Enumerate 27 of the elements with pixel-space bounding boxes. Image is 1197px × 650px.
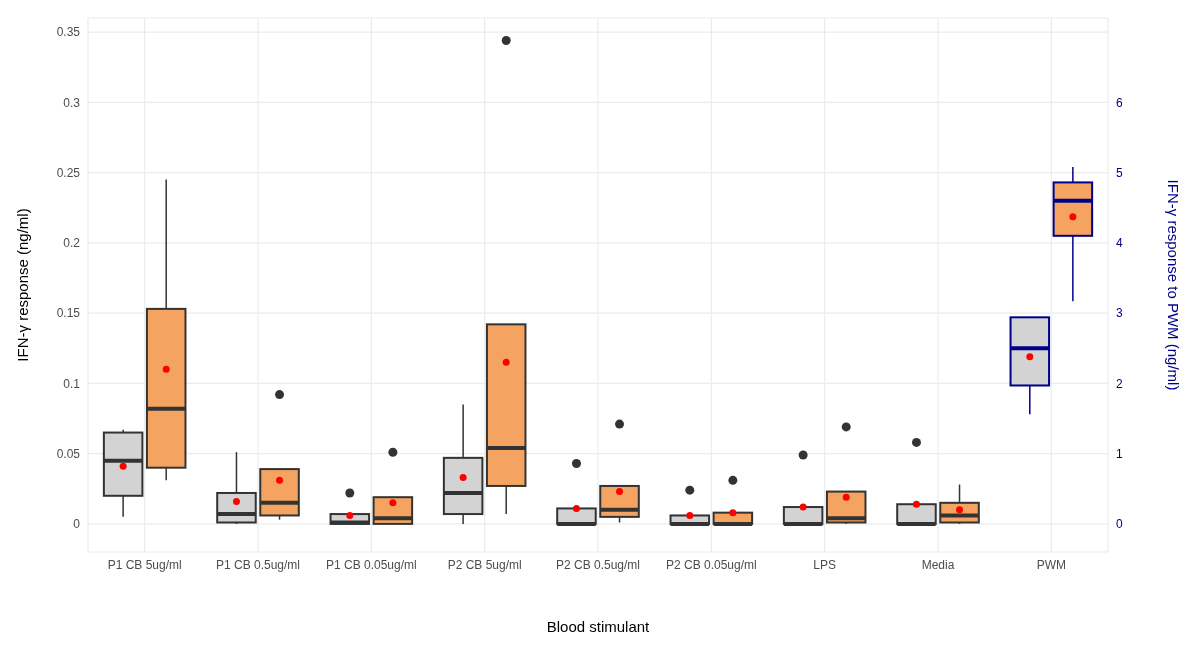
- y2-tick-label: 0: [1116, 517, 1123, 532]
- x-tick-label: P1 CB 0.05ug/ml: [325, 557, 417, 572]
- y2-tick-label: 3: [1116, 306, 1123, 321]
- y2-tick-label: 2: [1116, 376, 1123, 391]
- x-tick-label: P1 CB 5ug/ml: [107, 557, 182, 572]
- y-tick-label: 0.35: [56, 25, 81, 40]
- y-tick-label: 0.3: [63, 95, 81, 110]
- y-axis-title: IFN-γ response (ng/ml): [14, 208, 32, 362]
- y-tick-label: 0.05: [56, 446, 81, 461]
- x-tick-label: P1 CB 0.5ug/ml: [215, 557, 301, 572]
- y2-tick-label: 1: [1116, 446, 1123, 461]
- x-tick-label: Media: [921, 557, 955, 572]
- y-tick-label: 0: [73, 517, 81, 532]
- x-tick-label: P2 CB 0.05ug/ml: [665, 557, 757, 572]
- x-tick-label: P2 CB 5ug/ml: [447, 557, 522, 572]
- y2-tick-label: 5: [1116, 165, 1123, 180]
- y-tick-label: 0.25: [56, 165, 81, 180]
- x-tick-label: PWM: [1036, 557, 1066, 572]
- y-tick-label: 0.1: [63, 376, 81, 391]
- y2-tick-label: 4: [1116, 236, 1123, 251]
- y-tick-label: 0.15: [56, 306, 81, 321]
- x-tick-label: P2 CB 0.5ug/ml: [555, 557, 641, 572]
- y-tick-label: 0.2: [63, 236, 81, 251]
- x-tick-label: LPS: [813, 557, 837, 572]
- y2-tick-label: 6: [1116, 95, 1123, 110]
- y2-axis-title: IFN-γ response to PWM (ng/ml): [1164, 179, 1182, 391]
- x-axis-title: Blood stimulant: [546, 618, 651, 635]
